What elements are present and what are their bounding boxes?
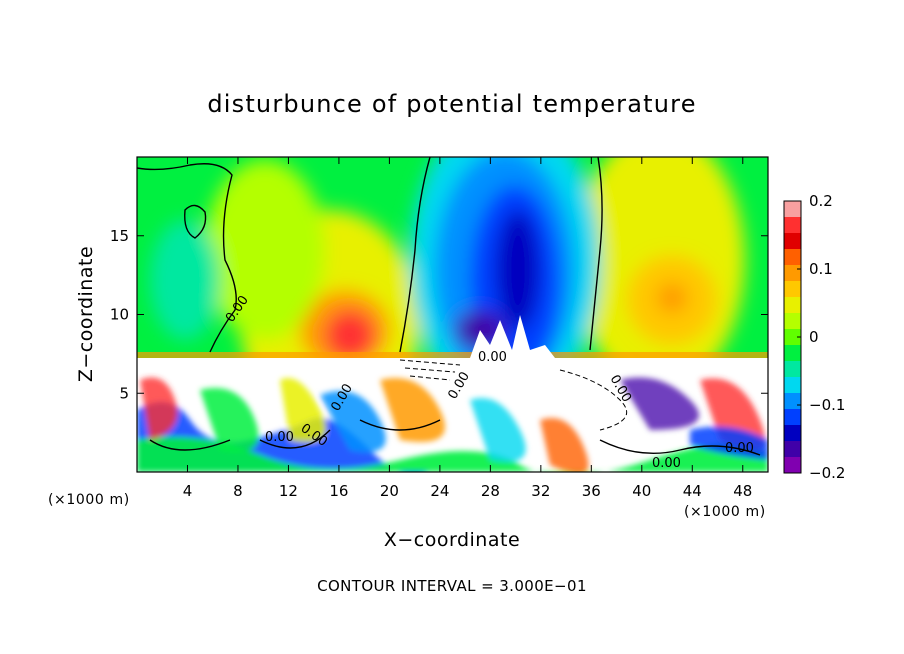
x-tick-label: 40 (632, 482, 651, 500)
colorbar-swatch (784, 361, 801, 378)
contour-interval-note: CONTOUR INTERVAL = 3.000E−01 (317, 577, 587, 595)
contour-label: 0.00 (265, 430, 294, 445)
x-unit-left: (×1000 m) (48, 492, 130, 508)
colorbar-swatch (784, 425, 801, 442)
colorbar-swatch (784, 393, 801, 410)
heatmap-field (137, 157, 768, 472)
colorbar-swatch (784, 281, 801, 298)
x-tick-label: 12 (279, 482, 298, 500)
contour-label: 0.00 (478, 350, 507, 365)
x-tick-label: 24 (430, 482, 449, 500)
x-unit-right: (×1000 m) (684, 504, 766, 520)
colorbar-swatch (784, 201, 801, 218)
colorbar-tick-label: 0.1 (809, 260, 833, 278)
colorbar-swatch (784, 297, 801, 314)
colorbar-swatch (784, 217, 801, 234)
colorbar-swatch (784, 441, 801, 458)
colorbar-swatch (784, 313, 801, 330)
colorbar-swatch (784, 345, 801, 362)
y-tick-label: 10 (110, 306, 129, 324)
contour-label: 0.00 (652, 456, 681, 471)
colorbar-tick-label: 0 (809, 328, 819, 346)
y-axis-title: Z−coordinate (75, 246, 97, 382)
colorbar-tick-label: 0.2 (809, 192, 833, 210)
colorbar-swatch (784, 409, 801, 426)
x-tick-label: 36 (582, 482, 601, 500)
colorbar-ticks: 0.2 0.1 0 −0.1 −0.2 (797, 192, 845, 482)
x-axis: 4 8 12 16 20 24 28 32 36 40 44 48 (183, 157, 752, 500)
x-tick-label: 48 (733, 482, 752, 500)
y-tick-label: 5 (119, 384, 129, 402)
colorbar (783, 200, 802, 474)
x-tick-label: 20 (380, 482, 399, 500)
chart-title: disturbunce of potential temperature (207, 90, 696, 118)
colorbar-swatch (784, 377, 801, 394)
x-tick-label: 32 (531, 482, 550, 500)
colorbar-swatch (784, 265, 801, 282)
x-tick-label: 4 (183, 482, 193, 500)
colorbar-swatch (784, 329, 801, 346)
colorbar-swatch (784, 457, 801, 474)
colorbar-swatch (784, 233, 801, 250)
x-tick-label: 16 (329, 482, 348, 500)
x-tick-label: 44 (683, 482, 702, 500)
colorbar-tick-label: −0.1 (809, 396, 845, 414)
x-axis-title: X−coordinate (384, 529, 520, 551)
y-tick-label: 15 (110, 227, 129, 245)
contour-label: 0.00 (725, 441, 754, 456)
colorbar-tick-label: −0.2 (809, 464, 845, 482)
x-tick-label: 8 (233, 482, 243, 500)
colorbar-swatch (784, 249, 801, 266)
y-axis: 5 10 15 (110, 227, 768, 402)
x-tick-label: 28 (481, 482, 500, 500)
